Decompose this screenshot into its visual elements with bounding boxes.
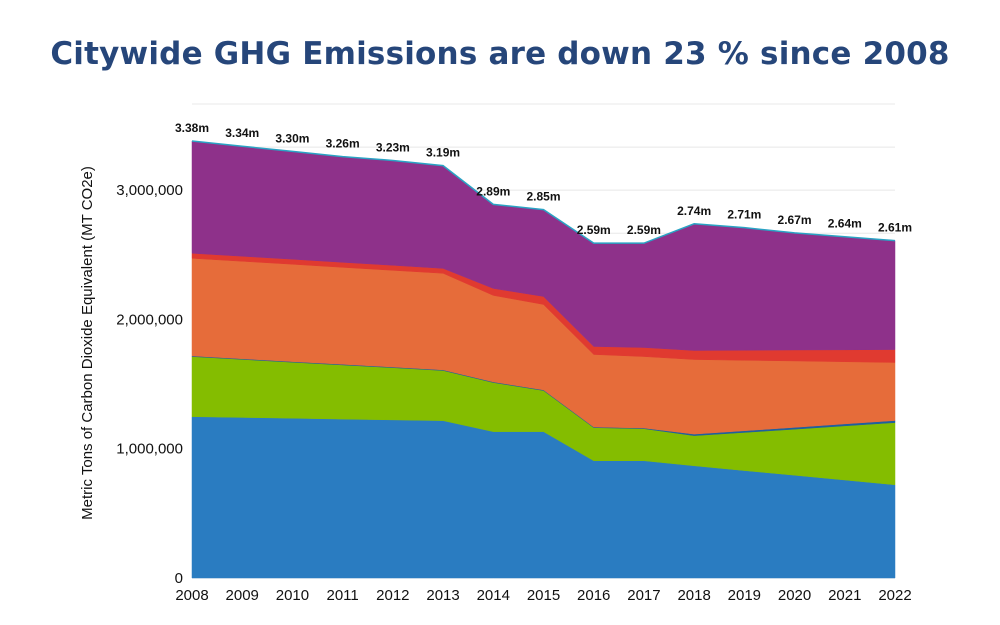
data-label: 3.23m <box>376 140 410 154</box>
x-tick-label: 2012 <box>376 587 409 604</box>
x-tick-label: 2010 <box>276 587 309 604</box>
data-label: 2.89m <box>476 184 510 198</box>
y-tick-label: 3,000,000 <box>116 182 183 199</box>
x-tick-label: 2011 <box>327 587 359 604</box>
data-label: 3.26m <box>326 137 360 151</box>
x-tick-label: 2018 <box>677 587 710 604</box>
data-label: 2.71m <box>727 208 761 222</box>
x-tick-label: 2020 <box>778 587 811 604</box>
total-line <box>191 140 896 244</box>
data-label: 2.61m <box>878 221 912 235</box>
x-axis-ticks: 2008 2009 2010 2011 2012 2013 2014 2015 2016 2017… <box>175 587 911 604</box>
x-tick-label: 2015 <box>527 587 560 604</box>
data-label: 2.64m <box>828 217 862 231</box>
data-label: 3.30m <box>275 131 309 145</box>
x-tick-label: 2019 <box>728 587 761 604</box>
data-label: 2.85m <box>526 190 560 204</box>
x-tick-label: 2021 <box>828 587 861 604</box>
x-tick-label: 2016 <box>577 587 610 604</box>
data-labels: 3.38m 3.34m 3.30m 3.26m 3.23m 3.19m 2.89m 2.85m… <box>175 121 912 237</box>
x-tick-label: 2013 <box>426 587 459 604</box>
x-tick-label: 2009 <box>226 587 259 604</box>
area-layers <box>191 140 896 579</box>
data-label: 3.38m <box>175 121 209 135</box>
data-label: 2.67m <box>778 213 812 227</box>
data-label: 3.19m <box>426 146 460 160</box>
y-axis-title: Metric Tons of Carbon Dioxide Equivalent… <box>79 166 96 520</box>
total-line-path <box>191 140 896 244</box>
chart-title: Citywide GHG Emissions are down 23 % sin… <box>50 36 950 72</box>
data-label: 3.34m <box>225 126 259 140</box>
y-axis-ticks: 0 1,000,000 2,000,000 3,000,000 <box>116 182 183 587</box>
x-tick-label: 2008 <box>175 587 208 604</box>
x-tick-label: 2017 <box>627 587 660 604</box>
x-tick-label: 2022 <box>878 587 911 604</box>
x-tick-label: 2014 <box>477 587 510 604</box>
data-label: 2.74m <box>677 204 711 218</box>
data-label: 2.59m <box>627 223 661 237</box>
y-tick-label: 2,000,000 <box>116 311 183 328</box>
y-tick-label: 1,000,000 <box>116 441 183 458</box>
y-tick-label: 0 <box>175 570 183 587</box>
data-label: 2.59m <box>577 223 611 237</box>
